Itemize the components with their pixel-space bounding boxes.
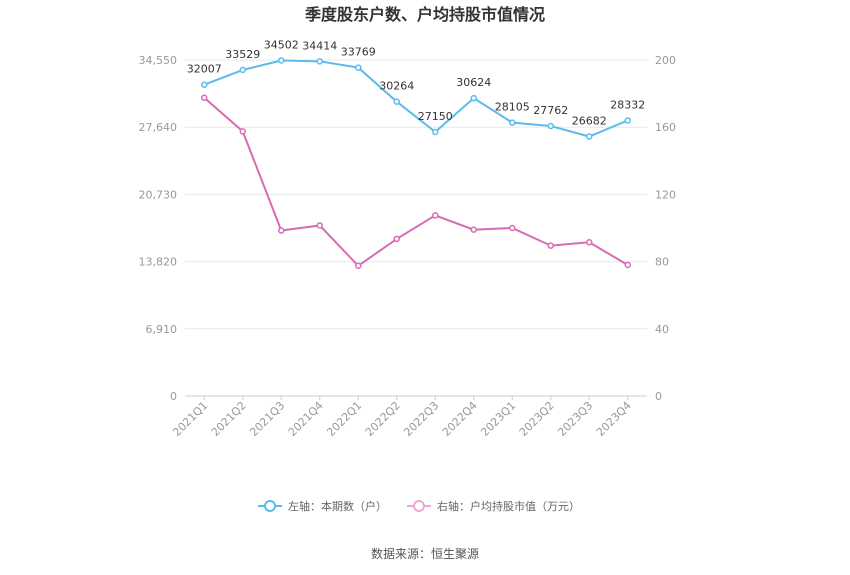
x-tick-label: 2022Q1 [324,399,364,439]
x-axis: 2021Q12021Q22021Q32021Q42022Q12022Q22022… [170,396,634,439]
series-1-point [316,222,323,229]
data-label: 30264 [379,80,414,93]
left-tick-label: 20,730 [139,188,178,201]
series-1-point [509,224,516,232]
series-line-1 [203,97,629,268]
x-tick-label: 2023Q4 [594,399,634,439]
series-1-point [547,242,554,249]
x-tick-label: 2021Q2 [209,399,249,439]
data-label: 33769 [341,46,376,59]
data-label: 34414 [302,39,337,52]
legend-marker-avg-value [413,500,425,512]
series-0-point [278,57,285,64]
left-tick-label: 0 [170,390,177,403]
series-0-point [547,122,554,130]
series-0-point [201,81,208,88]
source-note: 数据来源：恒生聚源 [371,546,479,561]
right-axis: 0 40 80 120 160 200 [655,54,676,403]
right-tick-label: 0 [655,390,662,403]
series-layer [201,57,631,270]
series-0-point [624,117,631,124]
series-1-point [432,212,439,219]
series-0-point [316,58,323,65]
x-tick-label: 2021Q1 [170,399,210,439]
series-0-point [470,94,477,102]
left-tick-label: 13,820 [139,256,178,269]
x-tick-label: 2023Q2 [517,399,557,439]
right-tick-label: 200 [655,54,676,67]
series-1-point [355,262,362,270]
left-tick-label: 6,910 [146,323,178,336]
series-1-point [393,235,400,243]
series-1-point [624,261,631,269]
x-tick-label: 2021Q3 [247,399,287,439]
data-label: 28105 [495,101,530,114]
legend-label-households: 左轴：本期数（户） [288,499,387,513]
series-1-point [470,226,477,233]
right-tick-label: 160 [655,121,676,134]
left-axis: 0 6,910 13,820 20,730 27,640 34,550 [139,54,178,403]
data-label: 32007 [187,63,222,76]
x-tick-label: 2023Q3 [555,399,595,439]
left-tick-label: 34,550 [139,54,178,67]
legend-item-avg-value[interactable]: 右轴：户均持股市值（万元） [407,499,580,513]
legend[interactable]: 左轴：本期数（户） 右轴：户均持股市值（万元） [258,499,580,513]
series-0-point [239,66,246,74]
x-tick-label: 2022Q3 [401,399,441,439]
legend-label-avg-value: 右轴：户均持股市值（万元） [437,499,580,513]
series-1-point [586,239,593,246]
series-0-point [509,119,516,126]
right-tick-label: 120 [655,188,676,201]
grid-lines [185,59,647,397]
data-label: 34502 [264,38,299,51]
data-label: 30624 [456,76,491,89]
x-tick-label: 2022Q2 [363,399,403,439]
left-tick-label: 27,640 [139,121,178,134]
data-label: 26682 [572,115,607,128]
series-0-point [393,98,400,105]
series-0-point [432,128,439,136]
series-0-point [355,64,362,71]
series-1-point [278,227,285,234]
x-tick-label: 2022Q4 [440,399,480,439]
series-line-0 [203,59,629,138]
data-label: 27762 [533,104,568,117]
legend-item-households[interactable]: 左轴：本期数（户） [258,499,387,513]
data-label: 27150 [418,110,453,123]
x-tick-label: 2023Q1 [478,399,518,439]
right-tick-label: 80 [655,256,669,269]
chart-title: 季度股东户数、户均持股市值情况 [304,5,545,24]
x-tick-label: 2021Q4 [286,399,326,439]
data-label: 28332 [610,98,645,111]
data-label: 33529 [225,48,260,61]
series-1-point [239,128,246,135]
right-tick-label: 40 [655,323,669,336]
series-1-point [201,94,208,102]
legend-marker-households [264,500,276,512]
series-0-point [586,133,593,140]
